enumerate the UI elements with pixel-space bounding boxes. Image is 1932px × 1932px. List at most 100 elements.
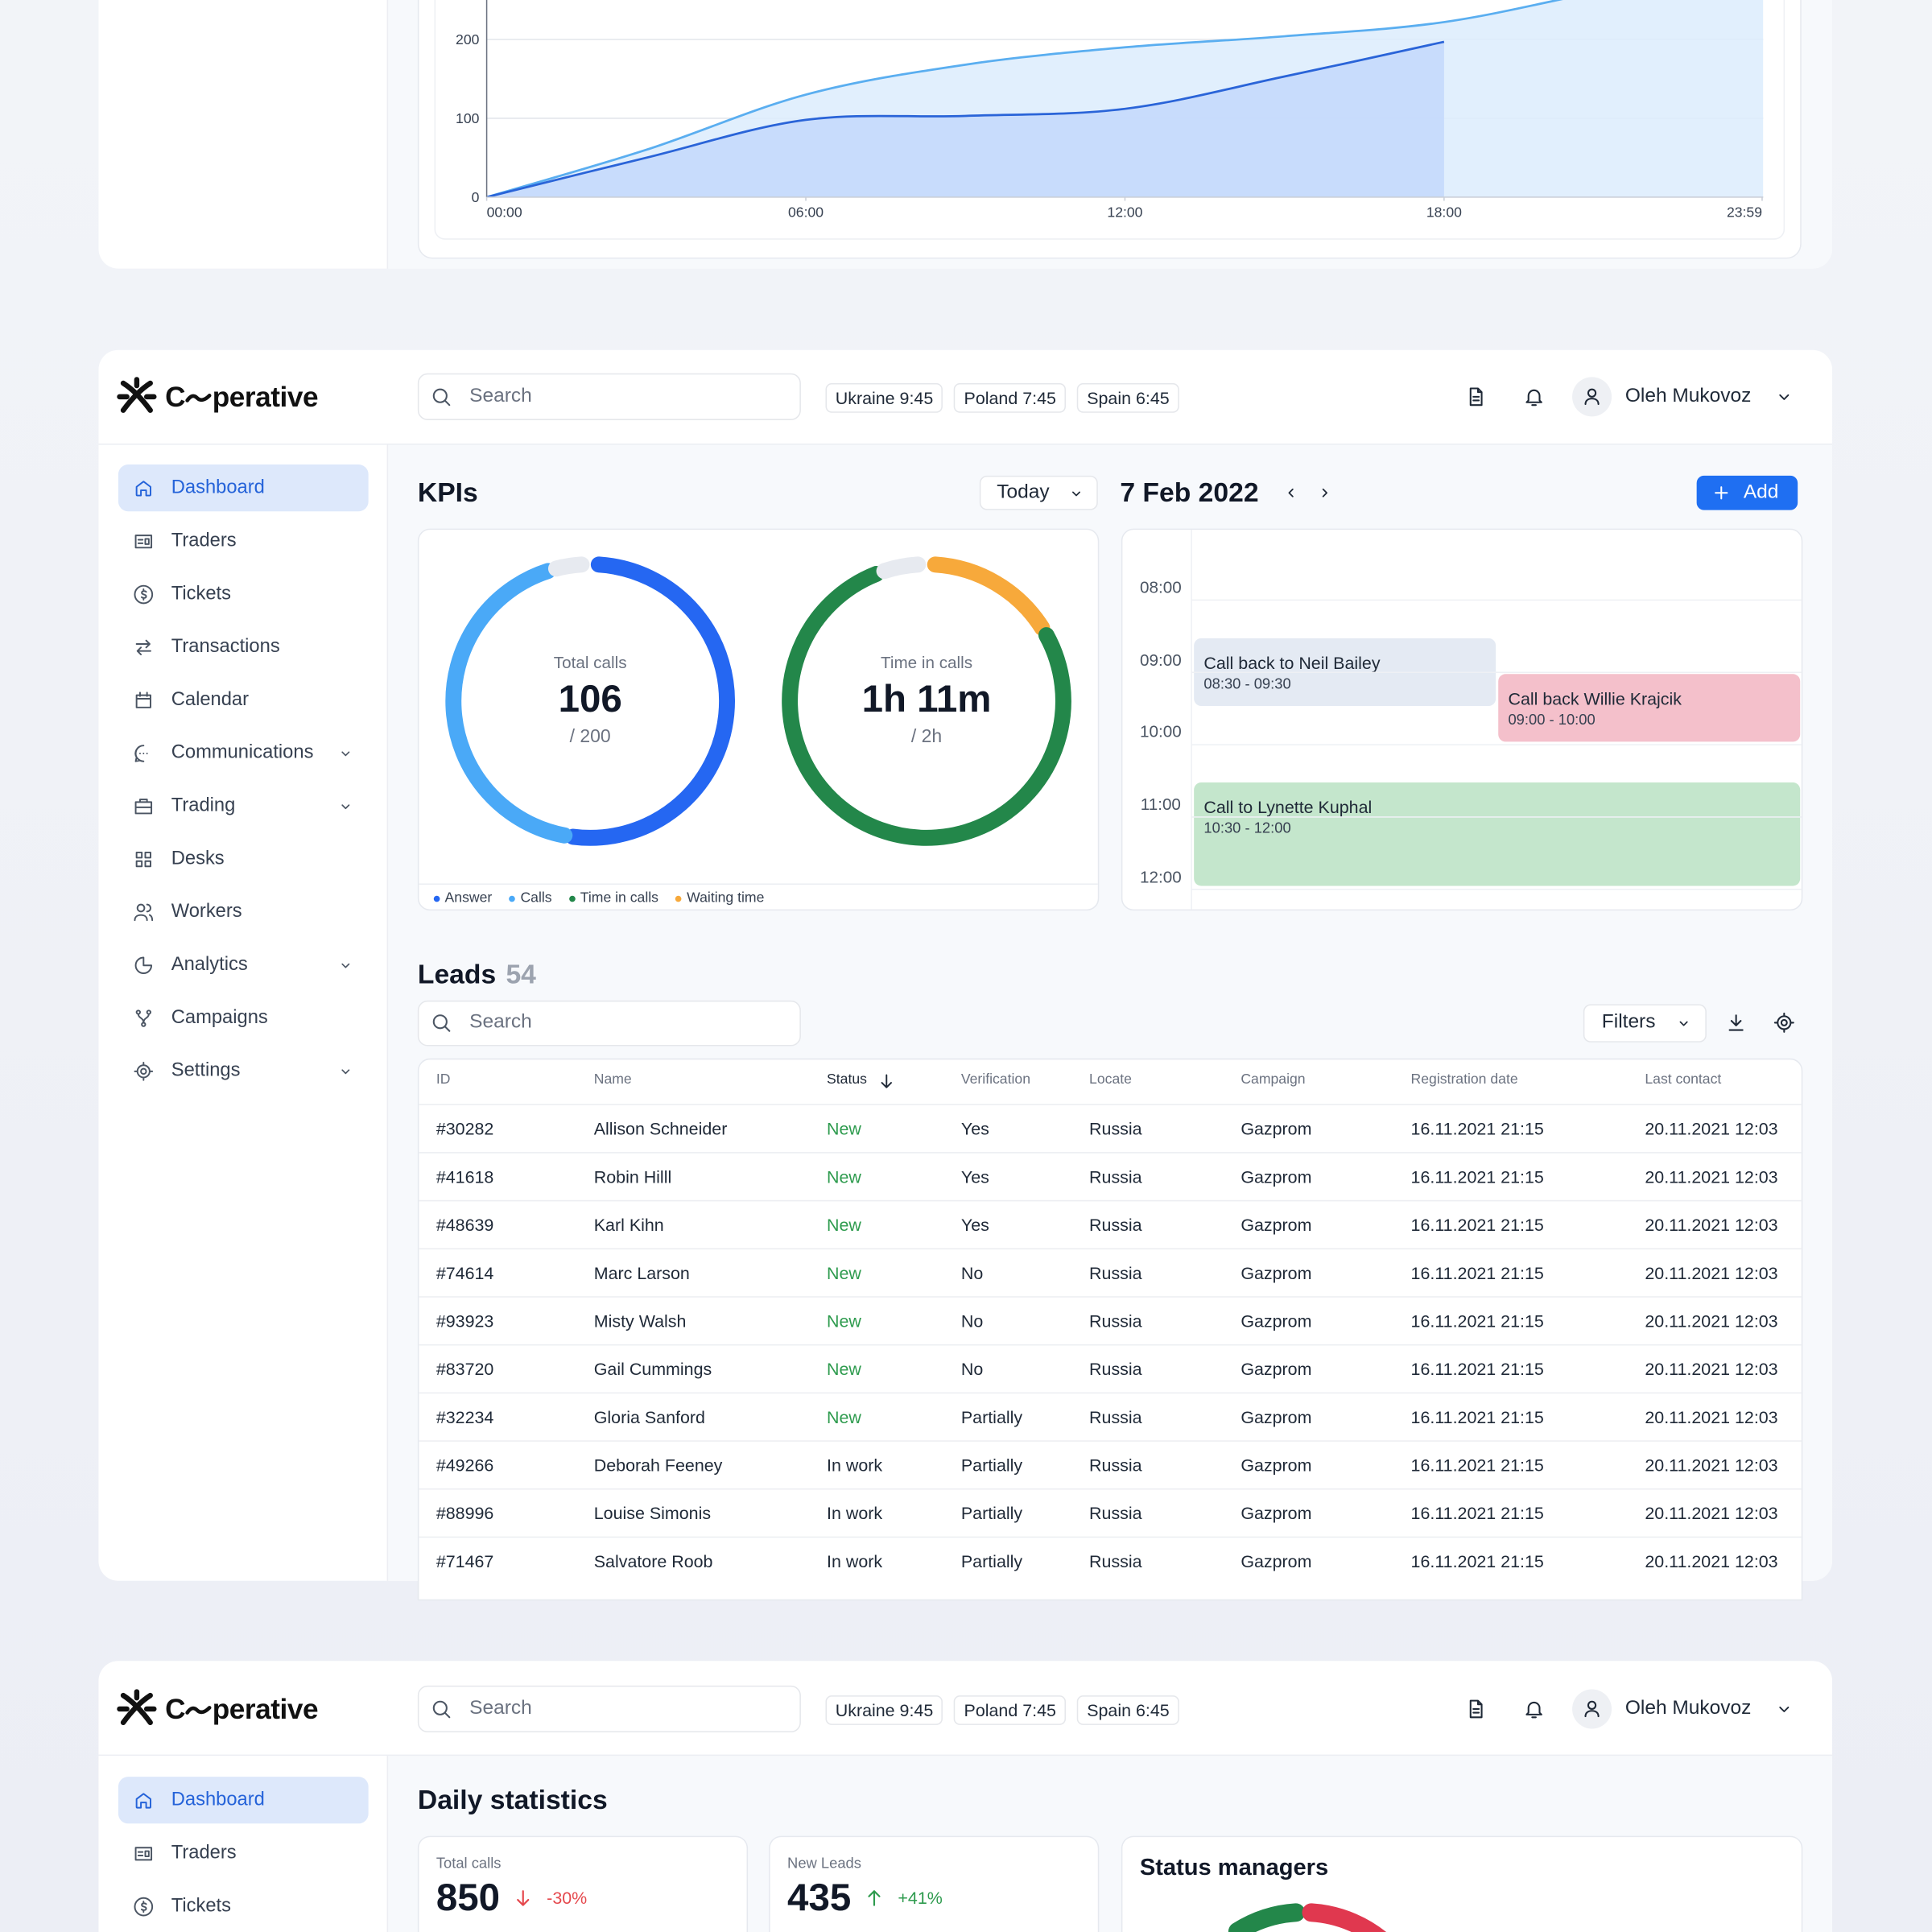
row-divider [419,1488,1802,1490]
icon-path [134,1846,152,1860]
icon-path [341,1068,349,1074]
card [417,0,1802,259]
table-cell: Russia [1089,1215,1142,1235]
icon-chevd [1779,1706,1790,1712]
table-cell: Russia [1089,1406,1142,1427]
icon-path [134,851,151,867]
user-name[interactable]: Oleh Mukovoz [1624,1698,1752,1719]
sidebar-border [386,444,389,1581]
card [769,1835,1100,1932]
table-cell: Deborah Feeney [593,1455,723,1476]
calendar-hour: 12:00 [1139,867,1182,886]
event-title: Call to Lynette Kuphal [1203,797,1373,817]
nav-item[interactable]: Tickets [171,583,232,605]
icon-gear[interactable] [1773,1012,1796,1034]
table-cell: Russia [1089,1551,1142,1571]
nav-item[interactable]: Calendar [171,688,250,711]
table-cell: Louise Simonis [593,1503,712,1523]
icon-path [1525,1701,1542,1719]
donut-value: 106 [558,677,622,720]
row-divider [419,1104,1802,1105]
date: 7 Feb 2022 [1120,477,1259,508]
nav-item[interactable]: Settings [171,1059,241,1081]
icon-chevr[interactable] [1316,485,1333,502]
table-cell: New [827,1118,861,1139]
table-cell: Russia [1089,1166,1142,1187]
table-cell: Gazprom [1241,1166,1312,1187]
period[interactable]: Today [997,481,1050,503]
icon-bell[interactable] [1523,1698,1546,1720]
card [1121,1835,1803,1932]
table-cell: 16.11.2021 21:15 [1410,1551,1544,1571]
table-cell: #83720 [436,1359,494,1379]
icon-chevl[interactable] [1282,485,1299,502]
nav-item[interactable]: Analytics [171,954,248,976]
search-box[interactable] [417,1000,801,1046]
table-cell: Russia [1089,1503,1142,1523]
stat-label: New Leads [787,1854,861,1872]
add-label[interactable]: Add [1743,481,1779,503]
nav-item[interactable]: Dashboard [171,1789,265,1810]
filters-label[interactable]: Filters [1601,1011,1656,1033]
calendar-event[interactable] [1498,674,1801,742]
icon-path [134,691,151,708]
nav-item[interactable]: Traders [171,530,237,551]
filters-button[interactable] [1583,1004,1707,1042]
nav-item[interactable]: Transactions [171,636,280,658]
legend: Answer Calls Time in calls Waiting time [433,890,764,906]
nav-item[interactable]: Workers [171,901,242,923]
user-name[interactable]: Oleh Mukovoz [1624,386,1752,407]
table-cell: Gazprom [1241,1359,1312,1379]
column-header: ID [436,1072,451,1088]
icon-card [134,1846,152,1860]
nav-item[interactable]: Traders [171,1842,237,1864]
calendar-event[interactable] [1194,782,1801,886]
card [417,1835,749,1932]
nav-item[interactable]: Desks [171,848,225,869]
event-time: 10:30 - 12:00 [1203,819,1291,837]
table-cell: 20.11.2021 12:03 [1645,1503,1778,1523]
nav-item[interactable]: Campaigns [171,1006,268,1028]
icon-path [134,1009,151,1027]
search-box[interactable] [417,1685,801,1733]
legend-item: Calls [509,890,552,906]
icon-path [1779,394,1790,400]
nav-item[interactable]: Tickets [171,1895,232,1917]
icon-doc[interactable] [1465,1698,1488,1720]
nav-item[interactable]: Dashboard [171,477,265,498]
add-button[interactable] [1696,475,1798,510]
table-cell: #48639 [436,1215,494,1235]
icon-path [133,1061,153,1080]
icon-doc[interactable] [1465,386,1488,408]
icon-path [1071,490,1080,496]
icon-path [432,388,451,407]
icon-download[interactable] [1725,1012,1748,1034]
icon-path [517,1889,530,1905]
stat-value: 850 [436,1876,501,1919]
nav-item[interactable]: Trading [171,795,236,816]
legend-dot [675,894,683,902]
clock-chip: Ukraine 9:45 [825,383,943,413]
stat-label: Total calls [436,1854,502,1872]
calendar-hour: 11:00 [1140,795,1181,814]
nav-item[interactable]: Communications [171,741,314,763]
section-title: Daily statistics [417,1784,608,1815]
table-cell: Gazprom [1241,1455,1312,1476]
donut-label: Total calls [553,653,627,672]
table-cell: 16.11.2021 21:15 [1410,1503,1544,1523]
table-cell: #41618 [436,1166,494,1187]
table-cell: Partially [960,1503,1023,1523]
icon-bell[interactable] [1523,386,1546,408]
icon-path [1469,1699,1483,1719]
row-divider [419,1296,1802,1298]
icon-path [1779,1706,1790,1712]
icon-path [133,902,153,921]
table-cell: 20.11.2021 12:03 [1645,1311,1778,1331]
icon-grid [134,851,151,867]
icon-chevd [1071,490,1080,496]
search-box[interactable] [417,373,801,420]
table-cell: No [960,1359,984,1379]
table-cell: Gazprom [1241,1215,1312,1235]
